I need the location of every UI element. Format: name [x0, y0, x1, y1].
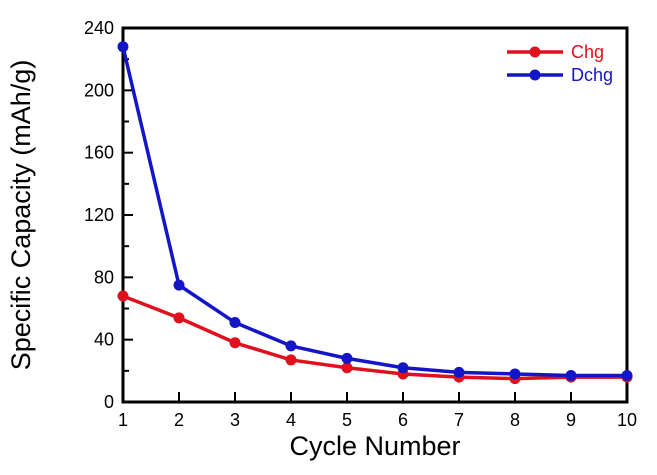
x-tick-label: 8	[510, 410, 520, 430]
series-line-chg	[122, 294, 627, 381]
x-tick-label: 7	[454, 410, 464, 430]
legend-label-chg: Chg	[571, 42, 605, 62]
legend-label-dchg: Dchg	[571, 65, 614, 85]
series-line-dchg	[121, 46, 627, 378]
x-tick-label: 6	[398, 410, 408, 430]
y-tick-label: 200	[84, 80, 114, 100]
x-tick-label: 1	[118, 410, 128, 430]
y-tick-label: 160	[84, 143, 114, 163]
x-tick-label: 4	[286, 410, 296, 430]
data-point-dchg	[173, 279, 185, 291]
data-point-dchg	[565, 370, 577, 382]
legend-item-dchg: Dchg	[506, 65, 613, 85]
data-point-chg	[117, 290, 129, 302]
y-tick-label: 0	[104, 392, 114, 412]
data-point-dchg	[397, 362, 409, 374]
y-tick-label: 240	[84, 18, 114, 38]
data-point-chg	[285, 354, 297, 366]
data-point-dchg	[621, 370, 633, 382]
y-axis-title: Specific Capacity (mAh/g)	[6, 60, 36, 371]
data-point-dchg	[453, 366, 465, 378]
x-axis-title: Cycle Number	[289, 431, 460, 461]
y-tick-label: 120	[84, 205, 114, 225]
plot-frame	[121, 26, 629, 404]
data-point-dchg	[285, 340, 297, 352]
x-tick-label: 9	[566, 410, 576, 430]
legend-item-chg: Chg	[506, 42, 613, 62]
data-point-dchg	[117, 41, 129, 53]
x-tick-label: 3	[230, 410, 240, 430]
y-tick-label: 80	[94, 267, 114, 287]
x-tick-label: 5	[342, 410, 352, 430]
y-tick-label: 40	[94, 330, 114, 350]
data-point-dchg	[509, 368, 521, 380]
data-point-chg	[229, 337, 241, 349]
x-tick-label: 2	[174, 410, 184, 430]
data-point-dchg	[229, 317, 241, 329]
data-point-chg	[341, 362, 353, 374]
chg-line-marker-icon	[507, 46, 563, 58]
dchg-line-marker-icon	[507, 69, 563, 81]
legend: Chg Dchg	[506, 42, 613, 85]
x-tick-label: 10	[617, 410, 637, 430]
data-point-dchg	[341, 352, 353, 364]
data-point-chg	[173, 312, 185, 324]
